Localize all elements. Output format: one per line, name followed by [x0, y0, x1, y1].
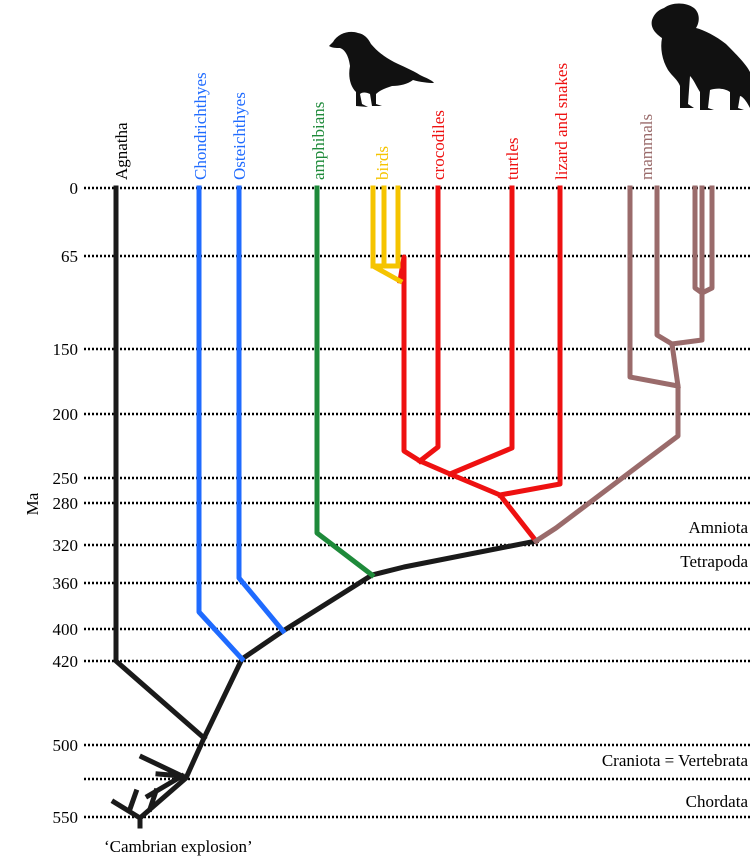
osteichthyes-branch: [236, 185, 287, 635]
time-axis: 0 65 150 200 250 280 320 360 400 420 500…: [23, 179, 78, 827]
clade-labels: Amniota Tetrapoda Craniota = Vertebrata …: [104, 518, 748, 856]
mammals-label: mammals: [637, 114, 656, 180]
chondrichthyes-branch: [196, 185, 246, 663]
lizards-branch: [497, 185, 563, 498]
reptile-stem: [416, 457, 540, 545]
chordata-stem: [110, 787, 160, 829]
turtles-label: turtles: [503, 138, 522, 181]
birds-branch: [370, 185, 404, 285]
tick-label: 250: [53, 469, 79, 488]
crocodiles-label: crocodiles: [429, 110, 448, 180]
bird-silhouette-icon: [329, 31, 434, 107]
tick-label: 280: [53, 494, 79, 513]
tetrapoda-label: Tetrapoda: [680, 552, 748, 571]
monkey-silhouette-icon: [651, 3, 750, 110]
osteichthyes-label: Osteichthyes: [230, 92, 249, 180]
birds-label: birds: [373, 146, 392, 180]
taxon-labels: Agnatha Chondrichthyes Osteichthyes amph…: [112, 63, 656, 180]
axis-title: Ma: [23, 492, 42, 515]
archosaur-branch: [397, 254, 424, 465]
turtles-branch: [446, 185, 515, 478]
agnatha-label: Agnatha: [112, 122, 131, 180]
tree-branches: [110, 185, 715, 829]
craniota-stem: [138, 753, 186, 800]
tick-label: 360: [53, 574, 79, 593]
crocodiles-branch: [416, 185, 441, 465]
amniota-label: Amniota: [689, 518, 749, 537]
tick-label: 320: [53, 536, 79, 555]
chordata-label: Chordata: [686, 792, 749, 811]
tick-label: 65: [61, 247, 78, 266]
agnatha-branch: [113, 185, 208, 742]
tick-label: 0: [70, 179, 79, 198]
tick-label: 420: [53, 652, 79, 671]
time-gridlines: [84, 186, 750, 819]
chondrichthyes-label: Chondrichthyes: [191, 72, 210, 180]
tick-label: 500: [53, 736, 79, 755]
lizards-label: lizard and snakes: [552, 63, 571, 180]
tick-label: 400: [53, 620, 79, 639]
craniota-label: Craniota = Vertebrata: [602, 751, 749, 770]
amphibians-branch: [314, 185, 376, 579]
tick-label: 150: [53, 340, 79, 359]
cambrian-explosion-label: ‘Cambrian explosion’: [104, 837, 253, 856]
backbone-branch: [136, 538, 539, 822]
mammals-stem: [532, 185, 681, 545]
tick-label: 550: [53, 808, 79, 827]
mammals-placental: [669, 185, 715, 347]
mammals-crown: [654, 185, 681, 389]
tick-label: 200: [53, 405, 79, 424]
amphibians-label: amphibians: [309, 102, 328, 180]
